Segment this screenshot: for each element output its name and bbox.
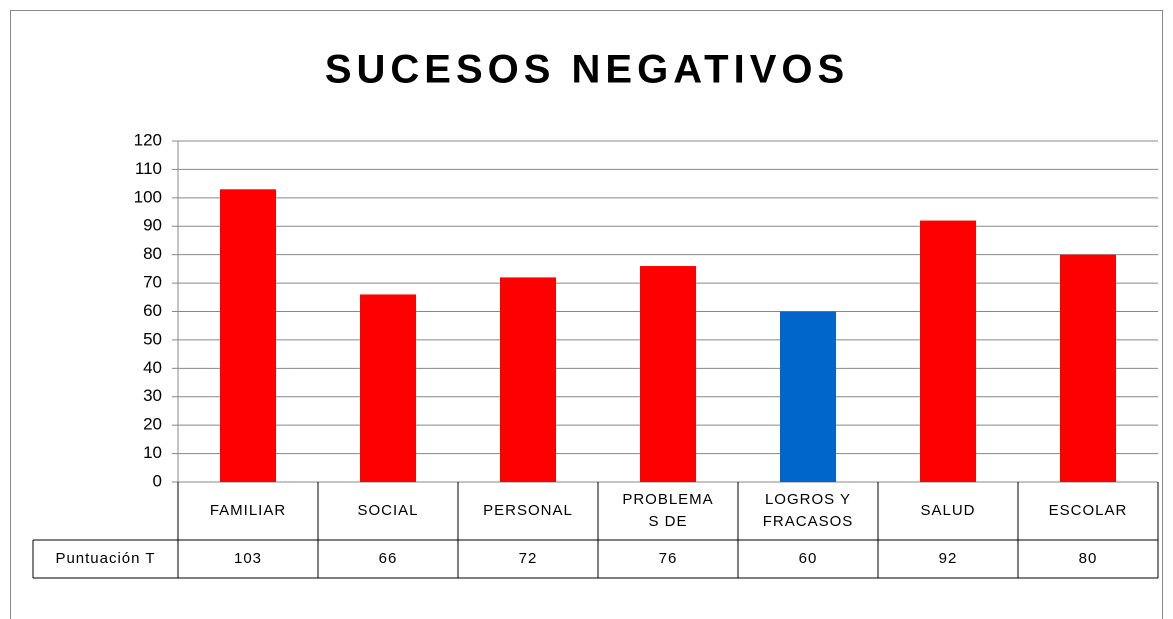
- bar: [920, 220, 976, 483]
- category-label-text: SALUD: [920, 502, 976, 519]
- table-value: 72: [458, 540, 598, 578]
- y-tick-label: 20: [143, 415, 162, 434]
- category-label: SOCIAL: [318, 482, 458, 540]
- y-tick-label: 90: [143, 216, 162, 235]
- category-label: SALUD: [878, 482, 1018, 540]
- category-label-text: SOCIAL: [357, 502, 419, 519]
- table-value-text: 60: [798, 550, 818, 567]
- category-label-text: FAMILIAR: [209, 502, 287, 519]
- y-tick-label: 60: [143, 301, 162, 320]
- table-value: 92: [878, 540, 1018, 578]
- category-label-text: LOGROS Y FRACASOS: [762, 491, 854, 530]
- category-label: ESCOLAR: [1018, 482, 1158, 540]
- category-label-text: ESCOLAR: [1048, 502, 1128, 519]
- y-tick-label: 10: [143, 443, 162, 462]
- table-value: 80: [1018, 540, 1158, 578]
- y-tick-label: 0: [153, 471, 162, 490]
- table-value-text: 103: [233, 550, 263, 567]
- bar: [220, 189, 276, 482]
- table-value: 66: [318, 540, 458, 578]
- y-tick-label: 40: [143, 358, 162, 377]
- y-tick-label: 30: [143, 386, 162, 405]
- bar: [360, 294, 416, 482]
- category-label-text: PERSONAL: [483, 502, 573, 519]
- y-tick-label: 100: [134, 187, 162, 206]
- table-value-text: 80: [1078, 550, 1098, 567]
- table-value: 60: [738, 540, 878, 578]
- category-label-text: PROBLEMAS DE: [622, 491, 714, 530]
- series-name-text: Puntuación T: [55, 550, 156, 567]
- category-label: FAMILIAR: [178, 482, 318, 540]
- table-value-text: 72: [518, 550, 538, 567]
- table-value-text: 66: [378, 550, 398, 567]
- y-tick-label: 50: [143, 329, 162, 348]
- category-label: PERSONAL: [458, 482, 598, 540]
- y-tick-label: 70: [143, 273, 162, 292]
- bar: [500, 277, 556, 482]
- table-value-text: 76: [658, 550, 678, 567]
- table-value-text: 92: [938, 550, 958, 567]
- bar: [1060, 254, 1116, 482]
- category-label: PROBLEMAS DE: [598, 482, 738, 540]
- chart-title: SUCESOS NEGATIVOS: [325, 48, 849, 92]
- y-tick-label: 80: [143, 244, 162, 263]
- bar: [780, 311, 836, 482]
- y-tick-label: 120: [134, 130, 162, 149]
- y-tick-label: 110: [135, 159, 162, 178]
- series-name: Puntuación T: [33, 540, 178, 578]
- table-value: 103: [178, 540, 318, 578]
- bar: [640, 266, 696, 482]
- category-label: LOGROS Y FRACASOS: [738, 482, 878, 540]
- table-value: 76: [598, 540, 738, 578]
